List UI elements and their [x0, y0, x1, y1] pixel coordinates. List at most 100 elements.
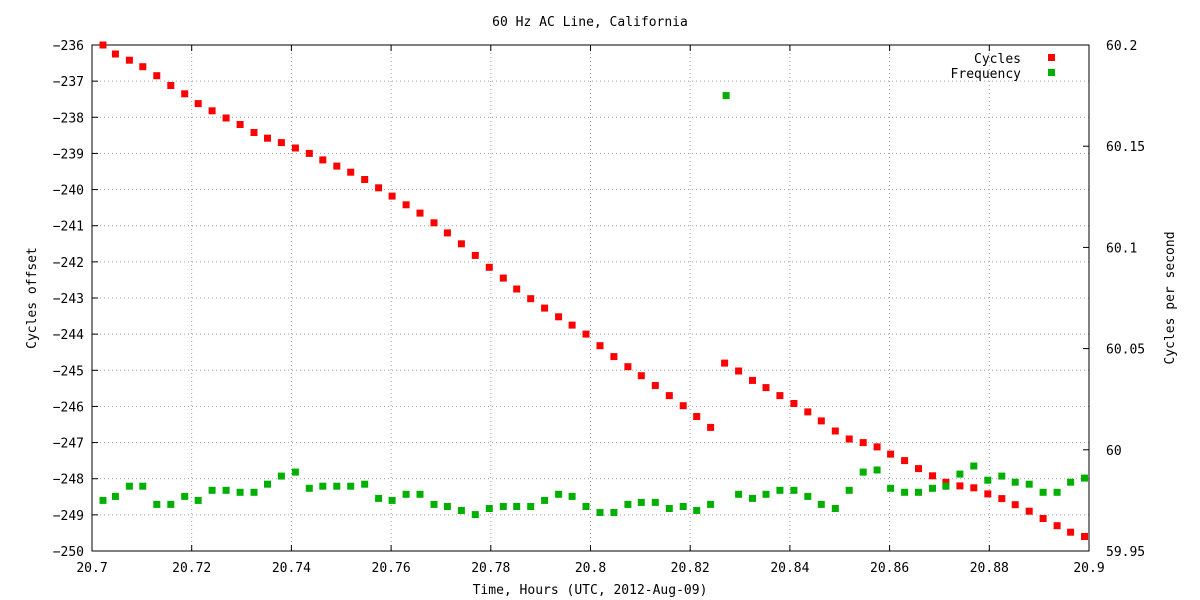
frequency-point	[956, 470, 964, 478]
y2-tick-label: 59.95	[1106, 545, 1145, 560]
cycles-point	[776, 392, 784, 400]
legend-swatch-cycles	[1048, 54, 1055, 61]
cycles-point	[735, 367, 743, 375]
cycles-point	[596, 342, 604, 350]
cycles-point	[443, 229, 451, 237]
x-tick-label: 20.7	[76, 561, 107, 576]
frequency-point	[457, 507, 465, 514]
y-tick-label: −243	[53, 292, 84, 307]
y-tick-label: −249	[53, 509, 84, 524]
frequency-point	[651, 498, 659, 506]
cycles-point	[887, 450, 895, 458]
y-tick-label: −241	[53, 220, 84, 235]
frequency-point	[901, 488, 909, 496]
cycles-point	[873, 443, 881, 451]
cycles-point	[333, 162, 341, 170]
cycles-point	[375, 184, 383, 192]
frequency-point	[970, 462, 978, 470]
frequency-point	[1053, 488, 1061, 496]
frequency-point	[333, 482, 341, 490]
frequency-point	[1039, 488, 1047, 496]
cycles-point	[624, 363, 632, 371]
cycles-point	[99, 41, 107, 49]
legend: Cycles Frequency	[951, 52, 1055, 82]
cycles-point	[582, 330, 590, 338]
frequency-point	[1067, 478, 1075, 486]
frequency-point	[485, 505, 493, 512]
frequency-point	[596, 509, 604, 516]
cycles-point	[527, 295, 535, 303]
frequency-point	[707, 500, 715, 508]
cycles-point	[693, 413, 701, 420]
frequency-point	[693, 507, 701, 514]
y-tick-label: −247	[53, 437, 84, 452]
cycles-point	[831, 427, 839, 435]
frequency-point	[222, 486, 230, 494]
cycles-point	[817, 417, 825, 425]
cycles-point	[167, 82, 175, 89]
cycles-point	[541, 304, 549, 312]
frequency-point	[582, 503, 590, 510]
frequency-point	[665, 505, 673, 512]
cycles-point	[651, 382, 659, 389]
cycles-point	[153, 72, 161, 80]
frequency-point	[568, 492, 576, 500]
y-tick-label: −244	[53, 328, 84, 343]
frequency-point	[527, 503, 535, 510]
cycles-point	[845, 435, 853, 443]
frequency-point	[1025, 480, 1033, 488]
frequency-point	[361, 480, 369, 488]
cycles-point	[471, 251, 479, 259]
y-tick-label: −245	[53, 364, 84, 379]
cycles-point	[430, 219, 438, 227]
cycles-point	[1039, 515, 1047, 522]
frequency-point	[291, 468, 299, 476]
frequency-point	[513, 503, 521, 510]
x-tick-label: 20.72	[172, 561, 211, 576]
frequency-point	[194, 496, 202, 504]
frequency-point	[236, 488, 244, 496]
frequency-point	[762, 490, 770, 498]
frequency-point	[1081, 474, 1088, 482]
axis-ticks: 20.7 20.72 20.74 20.76 20.78 20.8 20.82 20.84 20…	[53, 39, 1145, 576]
frequency-point	[153, 500, 161, 508]
cycles-point	[610, 353, 618, 361]
frequency-point	[915, 488, 922, 496]
x-tick-label: 20.86	[870, 561, 909, 576]
frequency-point	[722, 92, 730, 100]
cycles-point	[568, 321, 576, 329]
y2-tick-label: 60.05	[1106, 343, 1145, 358]
frequency-point	[167, 500, 175, 508]
frequency-point	[831, 505, 839, 512]
frequency-point	[208, 486, 216, 494]
frequency-point	[319, 482, 327, 490]
cycles-point	[998, 495, 1006, 503]
frequency-point	[181, 492, 189, 500]
x-tick-label: 20.76	[372, 561, 411, 576]
cycles-point	[804, 408, 812, 416]
frequency-point	[1011, 478, 1019, 486]
y-tick-label: −239	[53, 147, 84, 162]
cycles-point	[679, 402, 687, 410]
frequency-point	[873, 466, 881, 474]
grid	[92, 45, 1089, 551]
frequency-point	[402, 490, 410, 498]
cycles-point	[181, 90, 189, 98]
cycles-point	[347, 168, 355, 176]
data-marks	[99, 41, 1088, 540]
frequency-point	[99, 496, 107, 504]
x-tick-label: 20.84	[770, 561, 809, 576]
frequency-point	[250, 488, 258, 496]
legend-label-cycles: Cycles	[974, 52, 1021, 67]
cycles-point	[1053, 522, 1061, 530]
frequency-point	[845, 486, 853, 494]
frequency-point	[998, 472, 1006, 480]
y2-axis-label: Cycles per second	[1163, 231, 1178, 364]
cycles-point	[970, 484, 978, 492]
y-tick-label: −240	[53, 184, 84, 199]
cycles-point	[291, 144, 299, 152]
frequency-point	[443, 503, 451, 510]
cycles-point	[513, 285, 521, 293]
frequency-point	[305, 484, 313, 492]
cycles-point	[749, 376, 756, 384]
